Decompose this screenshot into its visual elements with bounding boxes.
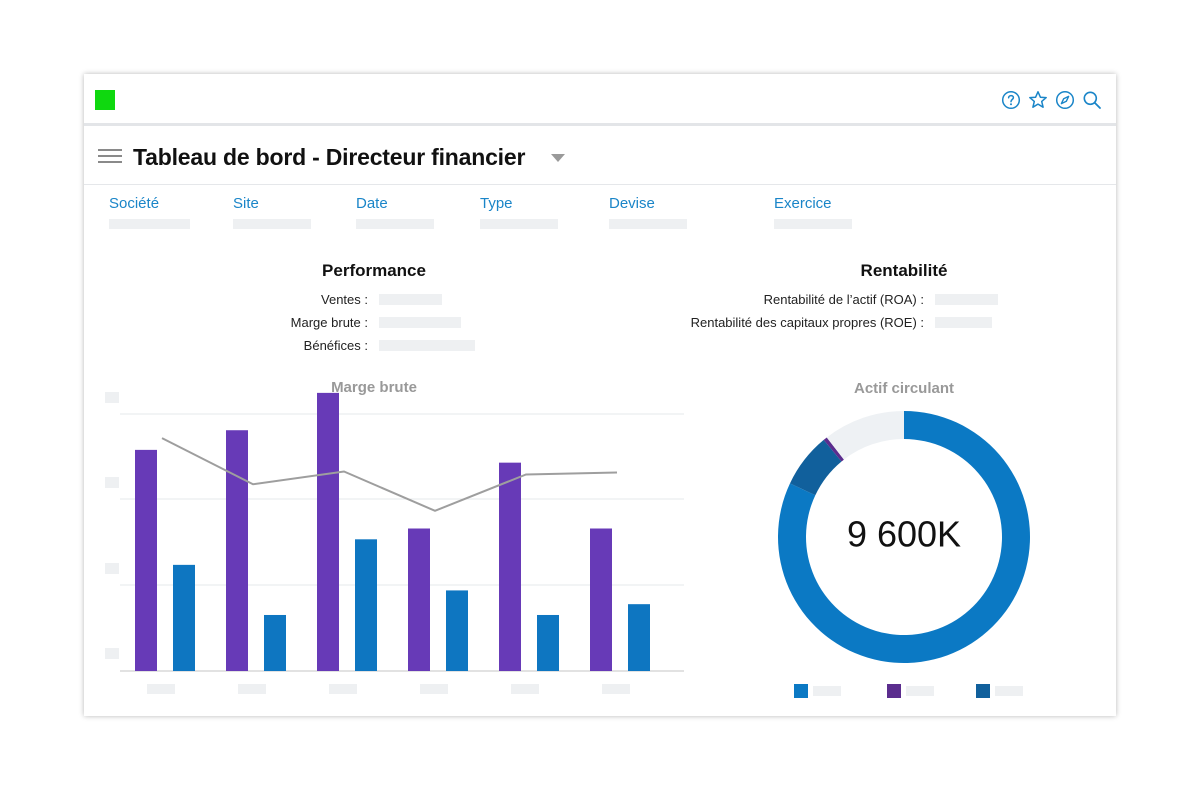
menu-icon[interactable] — [98, 149, 122, 163]
bar-chart — [105, 392, 684, 694]
filter-value[interactable] — [109, 219, 190, 229]
legend-label — [995, 686, 1023, 696]
donut-chart-title: Actif circulant — [853, 380, 955, 397]
filter-label: Devise — [609, 195, 655, 212]
filter-value[interactable] — [233, 219, 311, 229]
filter-value[interactable] — [480, 219, 558, 229]
filter-site[interactable]: Site — [233, 195, 311, 229]
x-tick-label — [511, 684, 539, 694]
filter-exercice[interactable]: Exercice — [774, 195, 852, 229]
title-bar: Tableau de bord - Directeur financier — [84, 126, 1116, 185]
filter-date[interactable]: Date — [356, 195, 434, 229]
top-bar — [84, 74, 1116, 126]
filter-label: Date — [356, 195, 388, 212]
filter-societe[interactable]: Société — [109, 195, 190, 229]
kpi-label-benefices: Bénéfices : — [303, 338, 368, 353]
kpi-value-roe — [935, 317, 992, 328]
donut-slice — [823, 437, 844, 462]
legend-swatch — [976, 684, 990, 698]
kpi-value-marge-brute — [379, 317, 461, 328]
performance-title: Performance — [322, 261, 426, 280]
help-icon[interactable] — [1001, 90, 1021, 110]
y-tick-label — [105, 563, 119, 574]
app-logo[interactable] — [95, 90, 115, 110]
legend-swatch — [794, 684, 808, 698]
y-tick-label — [105, 648, 119, 659]
kpi-value-benefices — [379, 340, 475, 351]
filter-label: Type — [480, 195, 513, 212]
x-tick-label — [420, 684, 448, 694]
kpi-label-ventes: Ventes : — [321, 292, 368, 307]
filter-value[interactable] — [774, 219, 852, 229]
y-tick-label — [105, 392, 119, 403]
app-window: Tableau de bord - Directeur financier So… — [84, 74, 1116, 716]
compass-icon[interactable] — [1055, 90, 1075, 110]
donut-slice — [789, 439, 842, 496]
bar — [317, 392, 339, 671]
kpi-label-roe: Rentabilité des capitaux propres (ROE) : — [690, 315, 924, 330]
bar — [628, 604, 650, 671]
bar — [499, 462, 521, 671]
x-tick-label — [602, 684, 630, 694]
bar — [590, 528, 612, 671]
bar — [446, 590, 468, 671]
x-tick-label — [238, 684, 266, 694]
star-icon[interactable] — [1028, 90, 1048, 110]
bar — [408, 528, 430, 671]
rentabilite-title: Rentabilité — [860, 261, 948, 280]
bar — [264, 614, 286, 671]
x-tick-label — [147, 684, 175, 694]
filter-value[interactable] — [609, 219, 687, 229]
donut-slice — [826, 411, 904, 460]
legend-label — [906, 686, 934, 696]
bar — [173, 564, 195, 671]
kpi-label-roa: Rentabilité de l’actif (ROA) : — [763, 292, 924, 307]
filter-devise[interactable]: Devise — [609, 195, 687, 229]
bar — [226, 430, 248, 671]
trend-line — [161, 437, 618, 512]
filter-label: Exercice — [774, 195, 832, 212]
kpi-value-ventes — [379, 294, 442, 305]
filter-type[interactable]: Type — [480, 195, 558, 229]
search-icon[interactable] — [1082, 90, 1102, 110]
x-tick-label — [329, 684, 357, 694]
donut-chart: 9 600K — [778, 411, 1030, 698]
bar — [537, 614, 559, 671]
filter-label: Société — [109, 195, 160, 212]
donut-center-value: 9 600K — [847, 514, 961, 555]
bar — [355, 539, 377, 671]
legend-label — [813, 686, 841, 696]
top-bar-actions — [1001, 90, 1102, 110]
bar-chart-title: Marge brute — [331, 379, 417, 396]
kpi-label-marge-brute: Marge brute : — [290, 315, 368, 330]
y-tick-label — [105, 477, 119, 488]
chevron-down-icon[interactable] — [551, 154, 565, 162]
bar — [135, 449, 157, 671]
kpi-value-roa — [935, 294, 998, 305]
page-title: Tableau de bord - Directeur financier — [133, 144, 526, 170]
filter-value[interactable] — [356, 219, 434, 229]
filter-label: Site — [233, 195, 259, 212]
legend-swatch — [887, 684, 901, 698]
